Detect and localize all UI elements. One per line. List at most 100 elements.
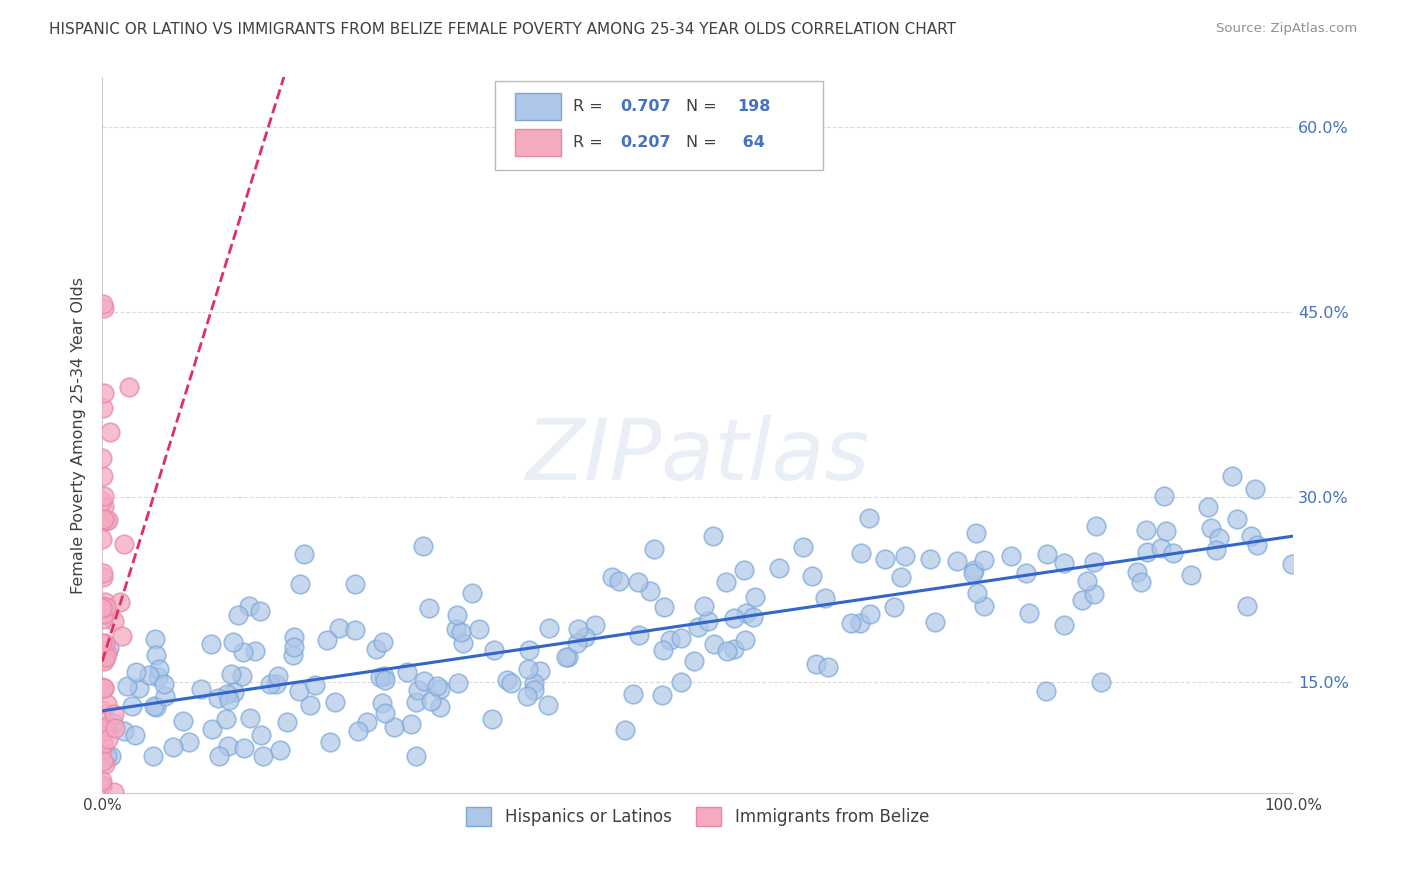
Point [804, 657, 827, 671]
Point [1015, 566, 1038, 580]
Point [93, 797, 115, 812]
Point [426, 679, 449, 693]
Point [371, 696, 394, 710]
Point [93, 681, 115, 695]
Point [368, 670, 391, 684]
Point [529, 664, 551, 678]
Point [108, 595, 131, 609]
Point [1246, 538, 1268, 552]
Point [744, 591, 766, 605]
Point [118, 380, 141, 394]
Point [374, 706, 396, 721]
Point [894, 549, 917, 563]
Point [207, 691, 229, 706]
Point [557, 649, 579, 664]
Point [93, 757, 115, 772]
Point [883, 599, 905, 614]
Point [716, 643, 738, 657]
Point [283, 640, 305, 655]
Point [723, 611, 745, 625]
Point [481, 712, 503, 726]
Point [91, 778, 114, 792]
FancyBboxPatch shape [516, 93, 561, 120]
Point [640, 584, 662, 599]
Point [96, 649, 118, 664]
Point [374, 673, 396, 688]
FancyBboxPatch shape [516, 129, 561, 156]
Point [304, 678, 326, 692]
Point [142, 748, 165, 763]
Point [208, 748, 231, 763]
Point [315, 633, 337, 648]
Point [343, 624, 366, 638]
Point [94, 636, 117, 650]
Text: R =: R = [572, 99, 607, 114]
Point [201, 722, 224, 736]
Point [1126, 566, 1149, 580]
Text: HISPANIC OR LATINO VS IMMIGRANTS FROM BELIZE FEMALE POVERTY AMONG 25-34 YEAR OLD: HISPANIC OR LATINO VS IMMIGRANTS FROM BE… [49, 22, 956, 37]
Point [1136, 545, 1159, 559]
Point [94, 595, 117, 609]
Point [93, 607, 115, 621]
Point [264, 677, 287, 691]
Point [96, 719, 118, 733]
Point [621, 687, 644, 701]
Point [1084, 518, 1107, 533]
Point [963, 563, 986, 577]
Point [145, 648, 167, 662]
Point [1226, 512, 1249, 526]
Point [153, 677, 176, 691]
Point [153, 689, 176, 703]
Point [93, 512, 115, 526]
Point [91, 297, 114, 311]
Point [91, 797, 114, 812]
Point [859, 607, 882, 621]
Point [128, 681, 150, 695]
Point [924, 615, 946, 629]
Point [94, 797, 117, 812]
Point [1018, 606, 1040, 620]
Point [93, 654, 115, 668]
Point [523, 682, 546, 697]
Text: N =: N = [686, 99, 721, 114]
Point [499, 676, 522, 690]
Point [91, 599, 114, 614]
Point [112, 724, 135, 739]
Point [115, 679, 138, 693]
Point [643, 542, 665, 557]
Point [734, 633, 756, 648]
Point [347, 724, 370, 739]
Point [841, 616, 863, 631]
Point [429, 681, 451, 696]
Point [418, 601, 440, 615]
Point [219, 667, 242, 681]
Point [768, 561, 790, 575]
Point [94, 600, 117, 615]
Point [574, 630, 596, 644]
Point [93, 723, 115, 738]
Point [447, 676, 470, 690]
Point [702, 529, 724, 543]
Point [1180, 567, 1202, 582]
Point [91, 797, 114, 812]
Point [651, 688, 673, 702]
Point [1053, 618, 1076, 632]
Point [233, 740, 256, 755]
Point [1090, 675, 1112, 690]
Point [91, 743, 114, 757]
Point [112, 537, 135, 551]
Point [1240, 528, 1263, 542]
Point [91, 612, 114, 626]
Point [419, 694, 441, 708]
Point [851, 546, 873, 560]
Point [91, 469, 114, 483]
Point [93, 386, 115, 401]
Point [214, 713, 236, 727]
Point [98, 425, 121, 439]
Point [91, 797, 114, 812]
Point [100, 748, 122, 763]
Point [222, 684, 245, 698]
Point [875, 552, 897, 566]
Point [91, 570, 114, 584]
Point [1071, 593, 1094, 607]
